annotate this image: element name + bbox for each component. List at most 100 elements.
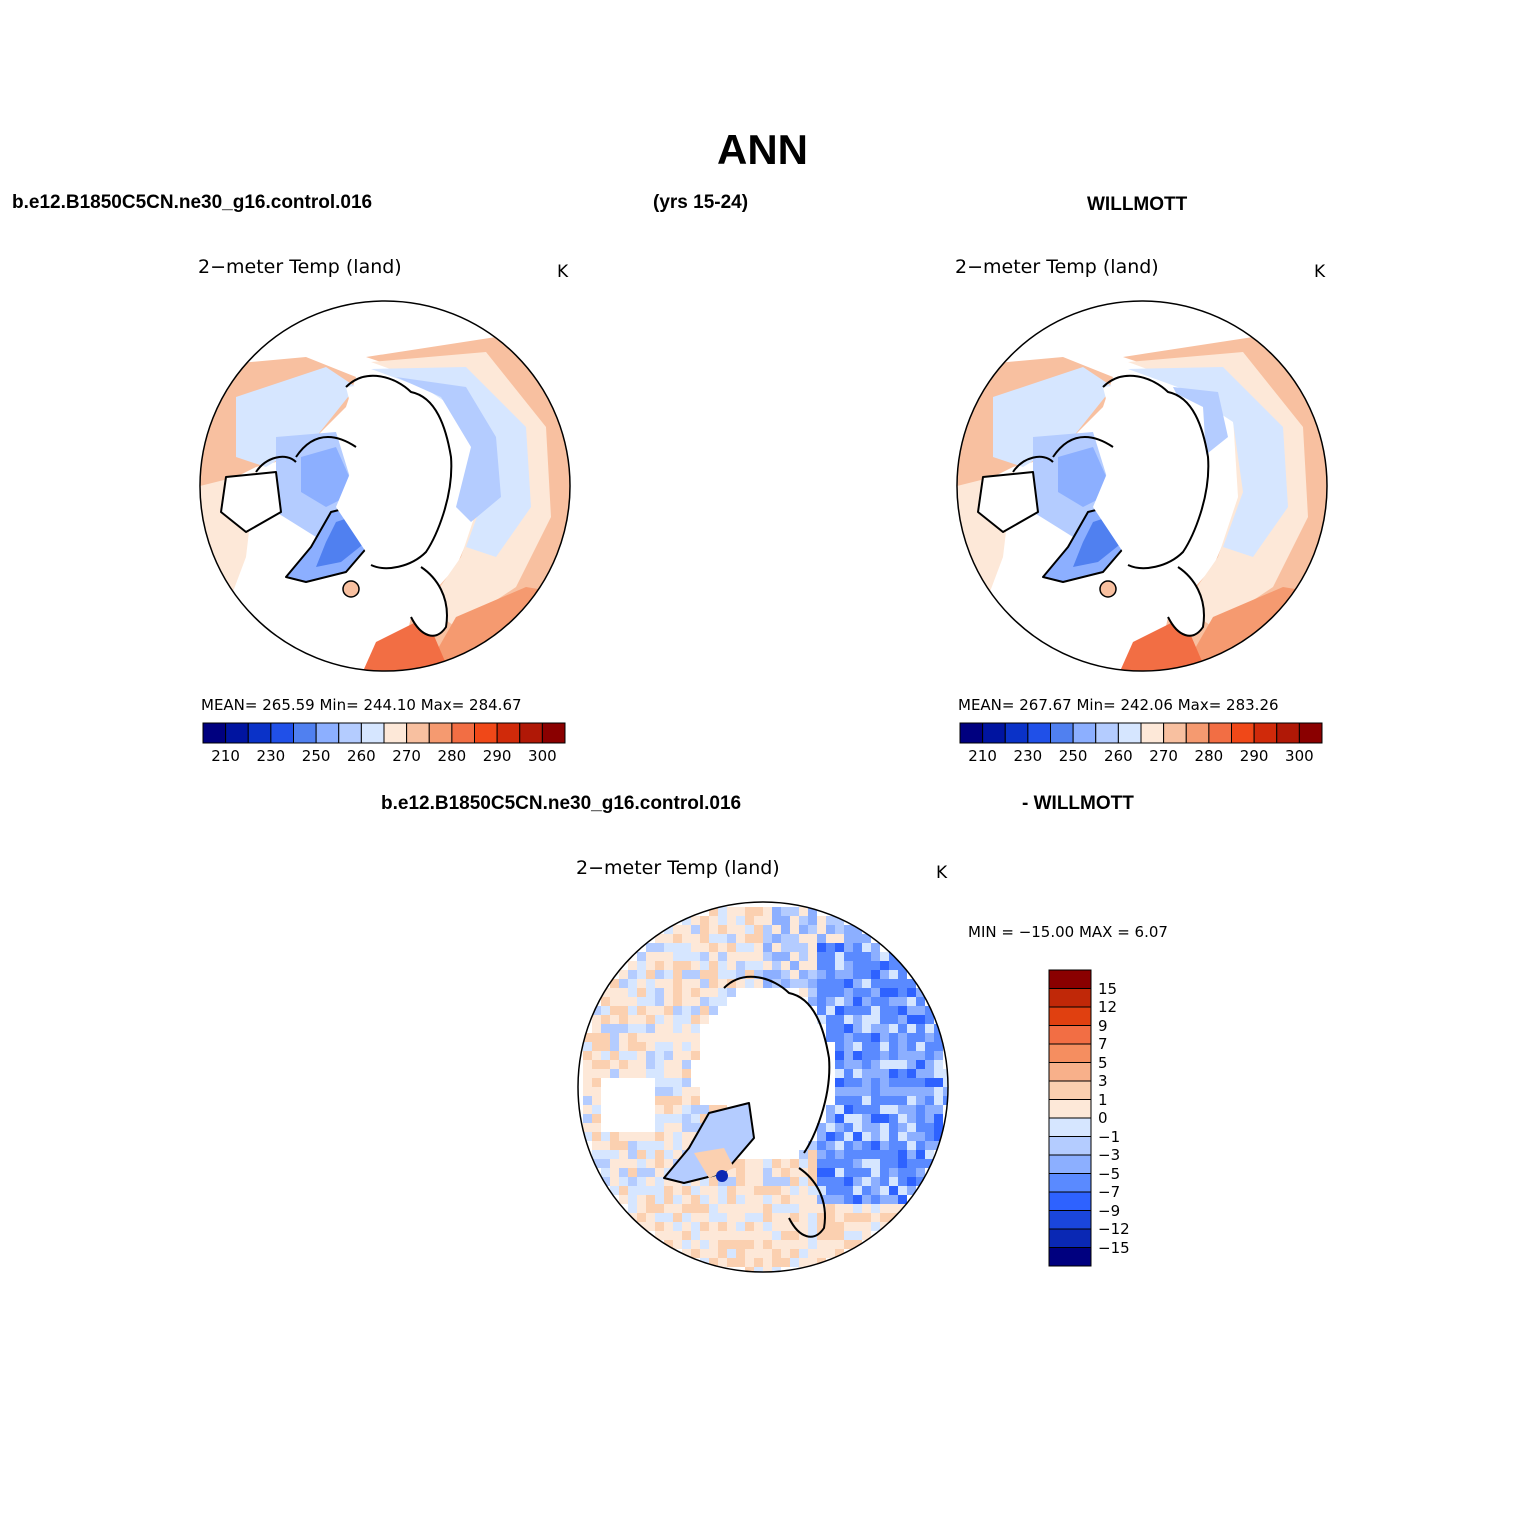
diff-cell (772, 952, 781, 961)
colorbar-tick-label: −15 (1098, 1238, 1130, 1257)
diff-cell (826, 988, 835, 997)
diff-cell (799, 1195, 808, 1204)
diff-cell (700, 988, 709, 997)
diff-cell (664, 1033, 673, 1042)
diff-cell (727, 970, 736, 979)
diff-cell (907, 1042, 916, 1051)
diff-cell (799, 934, 808, 943)
colorbar-tick-label: 7 (1098, 1035, 1108, 1053)
diff-cell (808, 916, 817, 925)
colorbar-tick-label: 260 (347, 747, 376, 765)
diff-cell (592, 1114, 601, 1123)
diff-cell (862, 1114, 871, 1123)
diff-cell (916, 1150, 925, 1159)
diff-cell (835, 1078, 844, 1087)
diff-cell (592, 1024, 601, 1033)
colorbar-swatch (1185, 722, 1210, 744)
diff-cell (835, 979, 844, 988)
diff-cell (898, 1042, 907, 1051)
diff-cell (700, 1213, 709, 1222)
diff-cell (853, 1087, 862, 1096)
diff-cell (655, 1123, 664, 1132)
diff-cell (880, 1051, 889, 1060)
colorbar-swatch (982, 722, 1006, 744)
diff-cell (889, 1015, 898, 1024)
diff-cell (817, 1123, 826, 1132)
diff-cell (826, 916, 835, 925)
diff-cell (880, 1150, 889, 1159)
diff-cell (817, 988, 826, 997)
diff-cell (637, 1213, 646, 1222)
diff-cell (889, 1168, 898, 1177)
diff-cell (880, 1177, 889, 1186)
diff-cell (826, 1195, 835, 1204)
diff-cell (637, 1033, 646, 1042)
diff-cell (781, 961, 790, 970)
colorbar-swatch (959, 722, 984, 744)
diff-cell (718, 934, 727, 943)
diff-cell (898, 1186, 907, 1195)
diff-cell (691, 1249, 700, 1258)
diff-cell (907, 1078, 916, 1087)
diff-cell (637, 1132, 646, 1141)
diff-cell (826, 1132, 835, 1141)
diff-cell (808, 1186, 817, 1195)
diff-cell (853, 952, 862, 961)
diff-cell (871, 1213, 880, 1222)
colorbar-swatch (1072, 722, 1097, 744)
diff-cell (592, 1105, 601, 1114)
diff-cell (673, 1222, 682, 1231)
diff-cell (628, 1006, 637, 1015)
diff-cell (628, 1051, 637, 1060)
diff-cell (862, 1042, 871, 1051)
colorbar-tick-label: 290 (482, 747, 512, 765)
diff-cell (673, 1006, 682, 1015)
diff-cell (691, 952, 700, 961)
diff-cell (700, 1114, 709, 1123)
diff-cell (934, 1042, 943, 1051)
diff-cell (664, 1240, 673, 1249)
colorbar-swatch (1140, 722, 1165, 744)
diff-cell (610, 1042, 619, 1051)
diff-cell (835, 1249, 844, 1258)
colorbar-tick-label: 210 (211, 747, 240, 765)
diff-cell (790, 916, 799, 925)
diff-cell (673, 997, 682, 1006)
diff-cell (943, 1096, 948, 1105)
diff-cell (736, 1186, 745, 1195)
diff-cell (925, 1141, 934, 1150)
diff-cell (664, 979, 673, 988)
diff-cell (862, 970, 871, 979)
diff-cell (646, 1132, 655, 1141)
diff-cell (925, 1087, 934, 1096)
diff-cell (844, 1186, 853, 1195)
diff-cell (871, 1015, 880, 1024)
diff-cell (799, 1150, 808, 1159)
diff-cell (646, 952, 655, 961)
diff-cell (862, 1087, 871, 1096)
diff-cell (880, 979, 889, 988)
diff-cell (808, 1249, 817, 1258)
diff-cell (844, 1222, 853, 1231)
diff-cell (655, 1150, 664, 1159)
diff-cell (727, 1231, 736, 1240)
diff-cell (907, 1096, 916, 1105)
diff-cell (646, 943, 655, 952)
diff-cell (628, 1024, 637, 1033)
diff-cell (628, 1177, 637, 1186)
diff-cell (853, 1141, 862, 1150)
diff-cell (754, 907, 763, 916)
diff-cell (673, 979, 682, 988)
diff-cell (844, 988, 853, 997)
diff-cell (799, 1222, 808, 1231)
diff-cell (844, 1087, 853, 1096)
diff-cell (889, 1141, 898, 1150)
diff-cell (628, 997, 637, 1006)
diff-cell (772, 1195, 781, 1204)
diff-cell (907, 1141, 916, 1150)
diff-cell (754, 1267, 763, 1272)
diff-cell (790, 961, 799, 970)
diff-cell (763, 952, 772, 961)
diff-cell (916, 1087, 925, 1096)
diff-cell (592, 1078, 601, 1087)
